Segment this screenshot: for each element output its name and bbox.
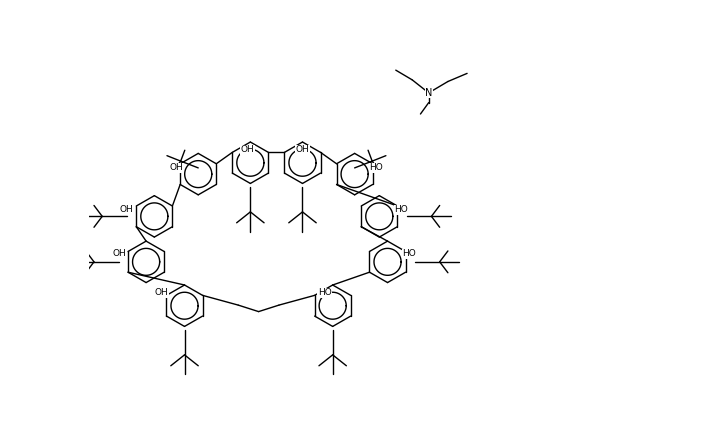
Text: OH: OH bbox=[154, 288, 168, 297]
Text: HO: HO bbox=[394, 206, 408, 214]
Text: OH: OH bbox=[241, 145, 254, 154]
Text: N: N bbox=[425, 88, 433, 98]
Text: OH: OH bbox=[120, 206, 134, 214]
Text: HO: HO bbox=[402, 249, 416, 258]
Text: OH: OH bbox=[296, 145, 309, 154]
Text: HO: HO bbox=[370, 163, 383, 172]
Text: OH: OH bbox=[112, 249, 126, 258]
Text: HO: HO bbox=[318, 288, 331, 297]
Text: OH: OH bbox=[170, 163, 183, 172]
